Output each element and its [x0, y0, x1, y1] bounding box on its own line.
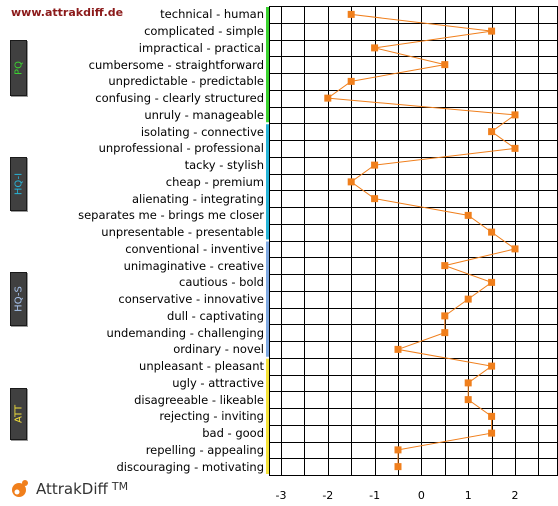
row-label: cautious - bold	[179, 275, 264, 290]
data-point	[394, 345, 402, 353]
group-bar	[266, 7, 269, 123]
row-label: ordinary - novel	[173, 342, 264, 357]
row-label: discouraging - motivating	[116, 459, 264, 474]
row-label: separates me - brings me closer	[78, 208, 264, 223]
logo-text: AttrakDiff	[36, 480, 108, 498]
data-point	[347, 178, 355, 186]
row-label: disagreeable - likeable	[134, 392, 264, 407]
row-label: undemanding - challenging	[106, 325, 264, 340]
site-url[interactable]: www.attrakdiff.de	[11, 6, 124, 19]
x-tick-label: -3	[276, 489, 287, 502]
data-point	[441, 329, 449, 337]
row-label: conventional - inventive	[125, 241, 264, 256]
data-point	[488, 429, 496, 437]
row-label: isolating - connective	[140, 124, 264, 139]
group-bar	[266, 358, 269, 474]
row-label: impractical - practical	[138, 40, 264, 55]
row-label: cheap - premium	[165, 174, 264, 189]
row-label: unpresentable - presentable	[101, 225, 264, 240]
row-label: bad - good	[202, 426, 264, 441]
data-point	[371, 161, 379, 169]
x-tick-label: -2	[322, 489, 333, 502]
data-point	[324, 94, 332, 102]
x-tick-label: 0	[418, 489, 425, 502]
data-point	[441, 61, 449, 69]
row-label: dull - captivating	[167, 308, 264, 323]
row-label: conservative - innovative	[118, 292, 264, 307]
row-labels: technical - human complicated - simple imp…	[0, 0, 264, 480]
row-label: unprofessional - professional	[98, 141, 264, 156]
row-label: unruly - manageable	[144, 107, 264, 122]
data-point	[347, 10, 355, 18]
data-point	[488, 362, 496, 370]
row-label: rejecting - inviting	[159, 409, 264, 424]
group-badge: PQ	[10, 40, 27, 96]
data-point	[464, 211, 472, 219]
group-bar	[266, 124, 269, 240]
data-point	[488, 278, 496, 286]
data-point	[488, 412, 496, 420]
row-label: cumbersome - straightforward	[88, 57, 264, 72]
data-point	[511, 245, 519, 253]
row-label: repelling - appealing	[145, 442, 264, 457]
data-point	[464, 295, 472, 303]
data-point	[371, 195, 379, 203]
x-tick-label: 1	[465, 489, 472, 502]
row-label: tacky - stylish	[184, 158, 264, 173]
data-point	[488, 228, 496, 236]
profile-line	[326, 13, 517, 467]
group-badge: HQ-I	[10, 157, 27, 211]
data-point	[511, 111, 519, 119]
x-tick-label: -1	[369, 489, 380, 502]
data-point	[441, 262, 449, 270]
data-point	[441, 312, 449, 320]
attrakdiff-logo-icon	[12, 480, 28, 497]
row-label: unpleasant - pleasant	[139, 359, 264, 374]
data-point	[371, 44, 379, 52]
x-tick-label: 2	[512, 489, 519, 502]
group-badge: HQ-S	[10, 272, 27, 326]
row-label: technical - human	[160, 7, 264, 22]
attrakdiff-logo: AttrakDiff TM	[10, 479, 128, 499]
data-point	[394, 463, 402, 471]
data-point	[511, 144, 519, 152]
group-badge: ATT	[10, 388, 27, 440]
group-bar	[266, 241, 269, 357]
data-point	[488, 27, 496, 35]
data-point	[347, 77, 355, 85]
logo-trademark: TM	[111, 479, 129, 493]
row-label: alienating - integrating	[131, 191, 264, 206]
row-label: ugly - attractive	[172, 375, 264, 390]
row-label: unpredictable - predictable	[108, 74, 264, 89]
data-point	[488, 128, 496, 136]
data-point	[464, 396, 472, 404]
data-point	[394, 446, 402, 454]
row-label: confusing - clearly structured	[95, 91, 264, 106]
row-label: unimaginative - creative	[123, 258, 264, 273]
row-label: complicated - simple	[144, 24, 264, 39]
data-point	[464, 379, 472, 387]
